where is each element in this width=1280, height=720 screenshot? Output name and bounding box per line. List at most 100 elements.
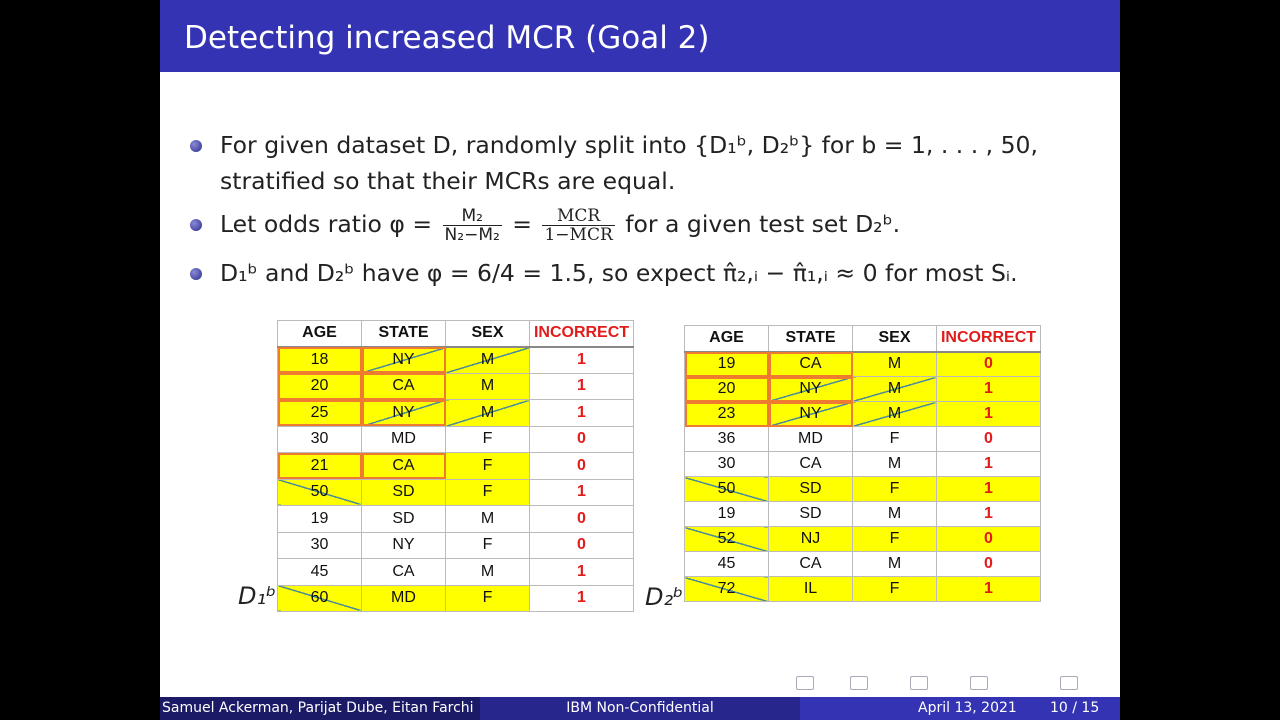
table-cell: CA — [768, 351, 853, 377]
title-bar: Detecting increased MCR (Goal 2) — [160, 0, 1120, 72]
column-header: SEX — [852, 325, 937, 353]
column-header: STATE — [361, 320, 446, 348]
table-cell: 0 — [529, 531, 634, 559]
bullet-dot — [190, 268, 202, 280]
table-row: 30 NY F 0 — [277, 531, 634, 559]
table-cell: M — [852, 376, 937, 402]
table-row: 36 MD F 0 — [684, 426, 1041, 452]
table-cell: F — [445, 478, 530, 506]
header-row: AGE STATE SEX INCORRECT — [277, 320, 634, 348]
table-row: 50 SD F 1 — [277, 478, 634, 506]
set-label: D₂ᵇ — [645, 583, 684, 611]
table-cell: 36 — [684, 426, 769, 452]
table-cell: 60 — [277, 584, 362, 612]
table-cell: NY — [361, 399, 446, 427]
table-cell: 30 — [277, 425, 362, 453]
table-cell: 1 — [529, 346, 634, 374]
bullet-text: for a given test set D₂ᵇ. — [625, 210, 901, 238]
table-cell: M — [445, 558, 530, 586]
table-cell: NJ — [768, 526, 853, 552]
table-cell: CA — [361, 558, 446, 586]
footer-authors: Samuel Ackerman, Parijat Dube, Eitan Far… — [160, 697, 482, 720]
footer-date: April 13, 2021 — [918, 700, 1017, 716]
table-cell: NY — [768, 401, 853, 427]
table-cell: F — [445, 584, 530, 612]
nav-icon[interactable] — [910, 676, 928, 690]
table-row: 20 NY M 1 — [684, 376, 1041, 402]
table-cell: 50 — [684, 476, 769, 502]
bullet-text: = — [512, 210, 532, 238]
table-cell: 1 — [936, 376, 1041, 402]
bullet-text: Let odds ratio φ = — [220, 210, 433, 238]
table-cell: M — [852, 551, 937, 577]
table-row: 45 CA M 1 — [277, 558, 634, 586]
table-cell: 0 — [529, 452, 634, 480]
footer-right: April 13, 2021 10 / 15 — [800, 697, 1120, 720]
nav-icon[interactable] — [970, 676, 988, 690]
table-cell: 1 — [529, 584, 634, 612]
denominator: N₂−M₂ — [444, 225, 500, 245]
table-cell: SD — [361, 478, 446, 506]
column-header: INCORRECT — [936, 325, 1041, 353]
table-cell: 1 — [936, 476, 1041, 502]
table-row: 72 IL F 1 — [684, 576, 1041, 602]
footer-center: IBM Non-Confidential — [480, 697, 800, 720]
bullet-dot — [190, 219, 202, 231]
table-cell: M — [445, 399, 530, 427]
bullet-text: D₁ᵇ and D₂ᵇ have φ = 6/4 = 1.5, so expec… — [220, 259, 1018, 287]
table-cell: 0 — [936, 351, 1041, 377]
bullet-dot — [190, 140, 202, 152]
table-row: 19 CA M 0 — [684, 351, 1041, 377]
table-row: 60 MD F 1 — [277, 584, 634, 612]
nav-icon[interactable] — [1060, 676, 1078, 690]
table-cell: F — [852, 576, 937, 602]
bullet: For given dataset D, randomly split into… — [190, 127, 1100, 199]
table-cell: NY — [361, 531, 446, 559]
table-cell: IL — [768, 576, 853, 602]
table-cell: F — [445, 531, 530, 559]
table-cell: 1 — [529, 478, 634, 506]
table-cell: CA — [768, 451, 853, 477]
table-cell: 30 — [277, 531, 362, 559]
slide-title: Detecting increased MCR (Goal 2) — [184, 20, 710, 56]
table-cell: 23 — [684, 401, 769, 427]
footer: Samuel Ackerman, Parijat Dube, Eitan Far… — [160, 697, 1120, 720]
table-cell: 0 — [936, 426, 1041, 452]
nav-icon[interactable] — [850, 676, 868, 690]
table-cell: SD — [768, 476, 853, 502]
table-cell: 45 — [684, 551, 769, 577]
table-cell: MD — [361, 584, 446, 612]
nav-icon[interactable] — [796, 676, 814, 690]
table-cell: F — [445, 452, 530, 480]
numerator: M₂ — [442, 207, 502, 226]
table-cell: 19 — [277, 505, 362, 533]
table-row: 45 CA M 0 — [684, 551, 1041, 577]
table-cell: 20 — [684, 376, 769, 402]
table-row: 21 CA F 0 — [277, 452, 634, 480]
table-cell: M — [852, 451, 937, 477]
bullet: D₁ᵇ and D₂ᵇ have φ = 6/4 = 1.5, so expec… — [190, 255, 1100, 291]
table-cell: NY — [361, 346, 446, 374]
table-cell: 1 — [936, 576, 1041, 602]
column-header: AGE — [684, 325, 769, 353]
set-label: D₁ᵇ — [238, 582, 277, 610]
table-cell: M — [852, 351, 937, 377]
table-row: 19 SD M 0 — [277, 505, 634, 533]
table-cell: MD — [361, 425, 446, 453]
column-header: INCORRECT — [529, 320, 634, 348]
table-row: 25 NY M 1 — [277, 399, 634, 427]
footer-page: 10 / 15 — [1050, 700, 1100, 716]
slide: Detecting increased MCR (Goal 2) For giv… — [160, 0, 1120, 720]
table-cell: 21 — [277, 452, 362, 480]
table-cell: 0 — [529, 425, 634, 453]
table-row: 30 CA M 1 — [684, 451, 1041, 477]
table-cell: 19 — [684, 351, 769, 377]
table-cell: F — [445, 425, 530, 453]
bullet-text: For given dataset D, randomly split into… — [220, 131, 1038, 195]
bullet: Let odds ratio φ = M₂ N₂−M₂ = MCR 1−MCR fo… — [190, 206, 1100, 245]
table-cell: 25 — [277, 399, 362, 427]
table-row: 30 MD F 0 — [277, 425, 634, 453]
table-cell: 0 — [936, 551, 1041, 577]
table-cell: M — [852, 401, 937, 427]
table-cell: 1 — [936, 401, 1041, 427]
